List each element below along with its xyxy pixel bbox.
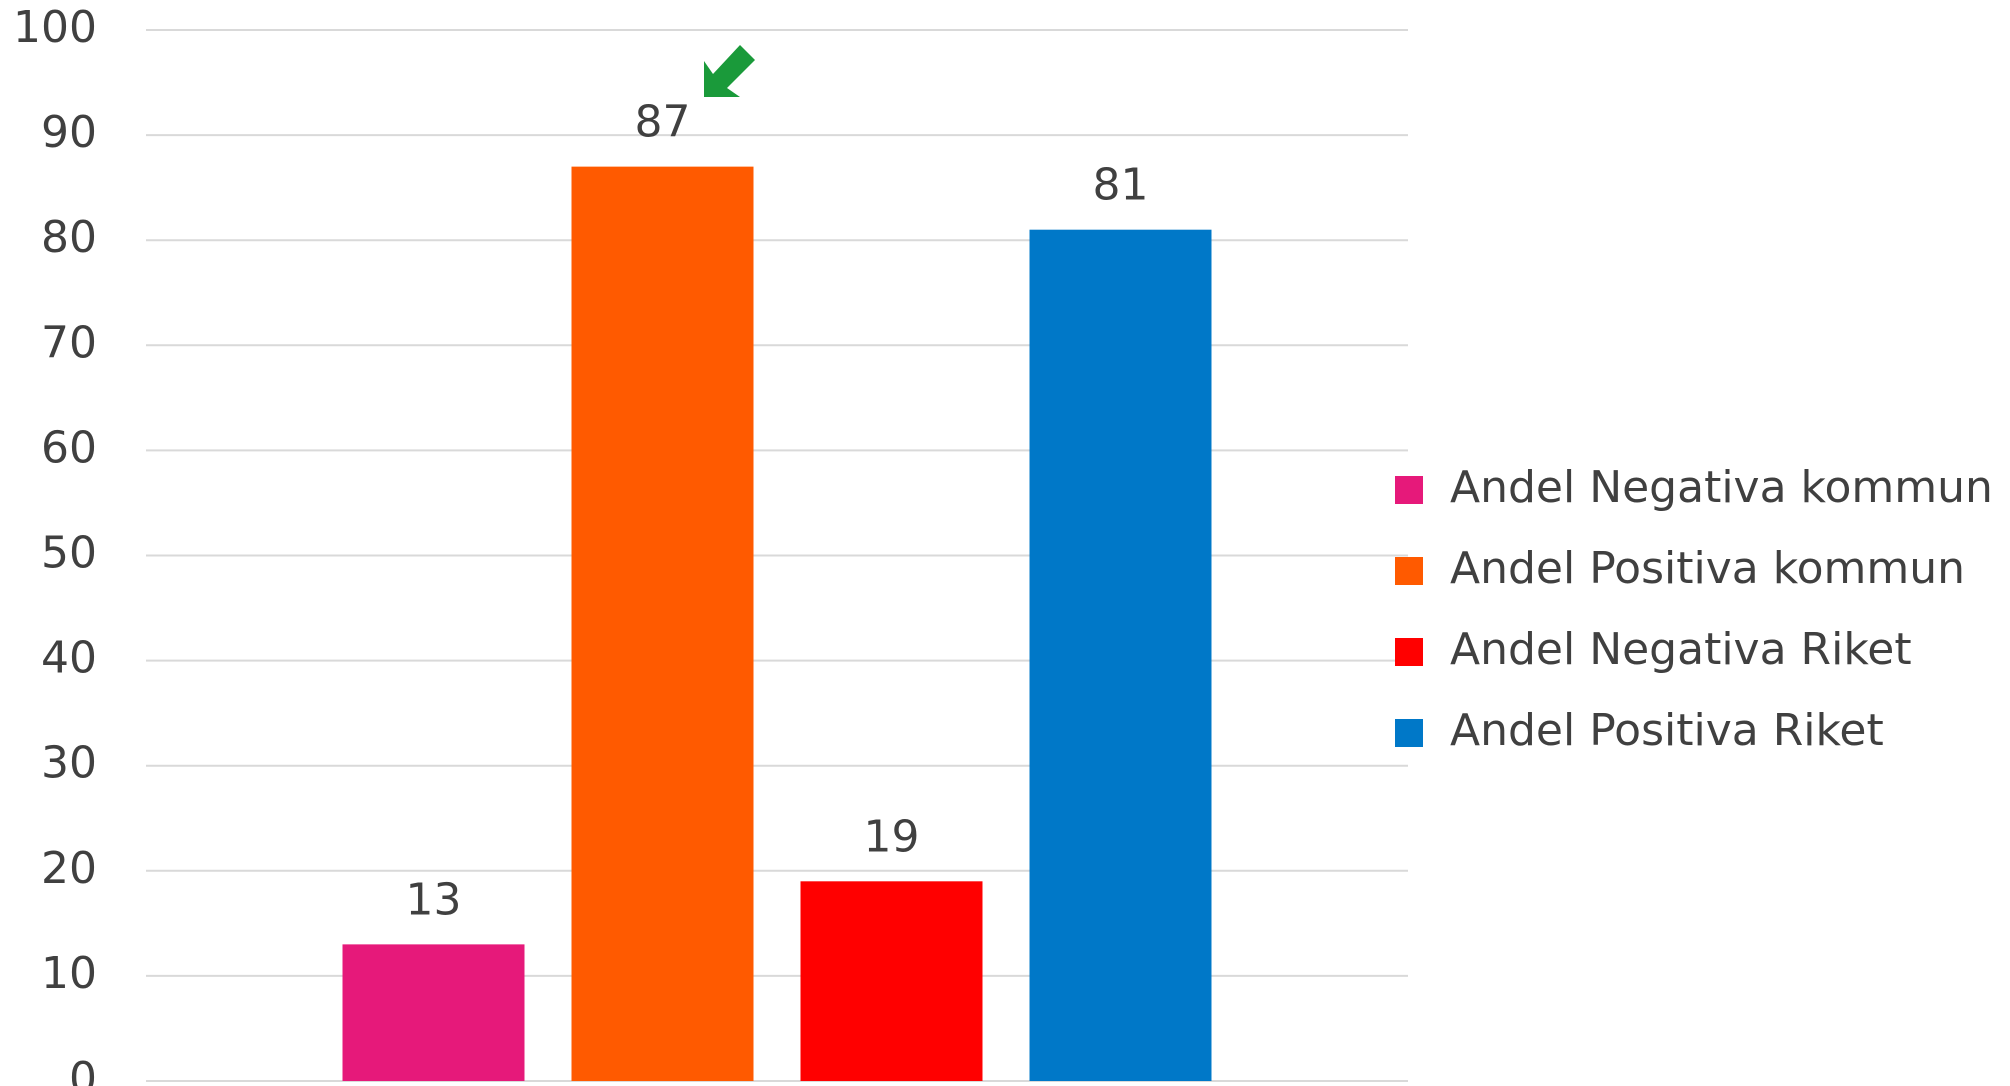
y-tick-label: 10 xyxy=(41,948,97,999)
legend-swatch xyxy=(1395,476,1423,504)
legend-label: Andel Positiva kommun xyxy=(1450,543,1965,594)
arrow-annotation xyxy=(704,45,755,97)
data-label: 19 xyxy=(864,811,920,862)
y-tick-label: 40 xyxy=(41,633,97,684)
y-tick-label: 80 xyxy=(41,212,97,263)
legend-swatch xyxy=(1395,638,1423,666)
y-tick-label: 70 xyxy=(41,317,97,368)
legend-label: Andel Negativa kommun xyxy=(1450,462,1993,513)
y-tick-label: 50 xyxy=(41,528,97,579)
legend-label: Andel Negativa Riket xyxy=(1450,624,1912,675)
bar xyxy=(1029,229,1212,1081)
legend-label: Andel Positiva Riket xyxy=(1450,705,1884,756)
bar xyxy=(571,166,754,1081)
bar xyxy=(342,944,525,1081)
y-tick-label: 100 xyxy=(13,2,97,53)
y-tick-label: 30 xyxy=(41,738,97,789)
y-tick-label: 90 xyxy=(41,107,97,158)
y-tick-label: 60 xyxy=(41,422,97,473)
data-label: 81 xyxy=(1093,160,1149,211)
legend-swatch xyxy=(1395,557,1423,585)
y-tick-label: 0 xyxy=(69,1053,97,1086)
data-label: 13 xyxy=(406,874,462,925)
data-label: 87 xyxy=(635,97,691,148)
legend-swatch xyxy=(1395,719,1423,747)
y-tick-label: 20 xyxy=(41,843,97,894)
bar xyxy=(800,881,983,1081)
